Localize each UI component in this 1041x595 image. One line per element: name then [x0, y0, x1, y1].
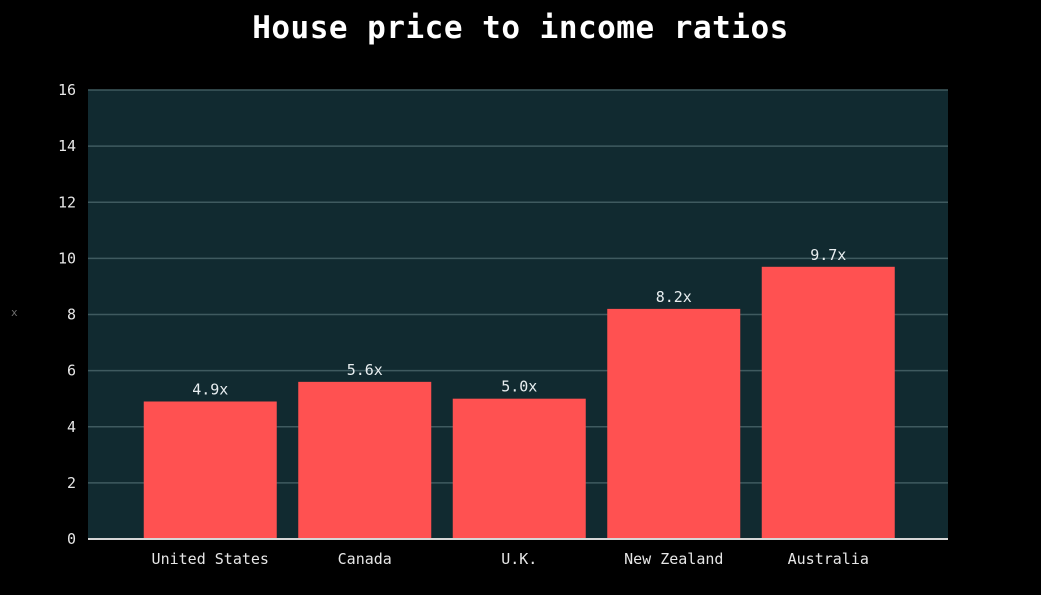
- bar: [761, 266, 895, 539]
- bar: [298, 381, 432, 539]
- y-tick-label: 4: [67, 418, 76, 436]
- x-tick-label: U.K.: [501, 550, 537, 568]
- bar: [607, 308, 741, 539]
- y-tick-label: 14: [58, 137, 76, 155]
- y-tick-label: 16: [58, 81, 76, 99]
- data-label: 8.2x: [656, 288, 692, 306]
- y-tick-label: 8: [67, 306, 76, 324]
- x-tick-label: United States: [152, 550, 269, 568]
- y-tick-label: 0: [67, 530, 76, 548]
- chart-title: House price to income ratios: [252, 10, 789, 46]
- data-label: 5.6x: [347, 361, 383, 379]
- y-tick-label: 6: [67, 362, 76, 380]
- data-label: 4.9x: [192, 380, 228, 398]
- bar: [452, 398, 586, 539]
- bar: [143, 401, 277, 539]
- y-tick-label: 12: [58, 193, 76, 211]
- x-tick-label: Australia: [788, 550, 869, 568]
- x-tick-label: New Zealand: [624, 550, 723, 568]
- y-tick-label: 2: [67, 474, 76, 492]
- y-tick-label: 10: [58, 249, 76, 267]
- data-label: 9.7x: [810, 246, 846, 264]
- x-tick-label: Canada: [338, 550, 392, 568]
- y-axis-title: x: [11, 306, 18, 319]
- data-label: 5.0x: [501, 378, 537, 396]
